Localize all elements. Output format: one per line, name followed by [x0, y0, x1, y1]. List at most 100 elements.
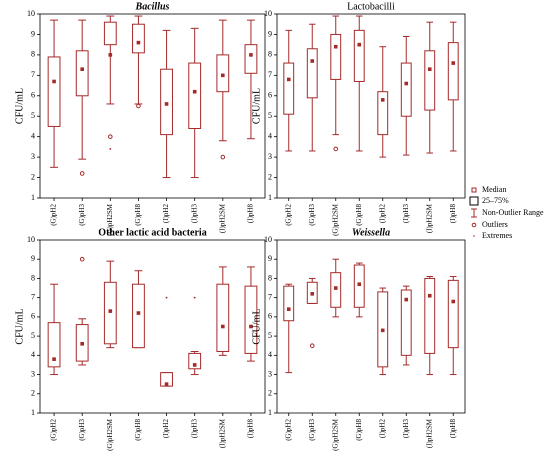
y-tick-label: 4 [268, 350, 272, 359]
extreme [109, 148, 112, 150]
y-tick-label: 6 [31, 91, 35, 100]
box [400, 289, 412, 356]
extreme [193, 296, 196, 299]
median [136, 40, 141, 45]
median [404, 81, 409, 86]
box [283, 62, 295, 115]
x-tick-label: (G)pH8 [134, 204, 142, 226]
median [310, 59, 315, 63]
median [333, 44, 338, 49]
x-tick-label: (I)pH3 [402, 204, 410, 224]
outlier [108, 134, 113, 139]
x-tick-label: (I)pH2 [162, 419, 170, 439]
panel: Lactobacilli CFU/mL 1 2 3 4 5 6 7 8 9 10 (G)pH2 (G)pH… [251, 1, 466, 236]
y-tick-label: 2 [31, 172, 35, 181]
median [80, 342, 84, 346]
box [283, 285, 295, 322]
y-tick-label: 1 [268, 408, 272, 417]
median [136, 311, 141, 315]
y-tick-label: 10 [27, 9, 35, 18]
y-tick-label: 8 [31, 273, 35, 282]
extreme [165, 296, 168, 299]
plot-frame [276, 239, 466, 414]
x-tick-label: (G)pH2SM [331, 203, 339, 236]
x-tick-label: (I)pH2SM [218, 418, 226, 448]
x-tick-label: (G)pH2 [50, 204, 58, 226]
legend-label: Median [482, 185, 506, 194]
x-tick-label: (I)pH8 [449, 419, 457, 439]
box [103, 281, 117, 345]
y-tick-label: 7 [31, 70, 35, 79]
x-tick-label: (G)pH8 [355, 204, 363, 226]
x-tick-label: (G)pH3 [78, 419, 86, 441]
median [380, 328, 385, 333]
box [306, 48, 318, 99]
median [451, 61, 456, 65]
y-tick-label: 5 [31, 111, 35, 120]
panel-title: Other lactic acid bacteria [98, 227, 206, 238]
panel: Other lactic acid bacteria CFU/mL 1 2 3 4 5 6 7 8… [14, 227, 266, 451]
x-tick-label: (I)pH8 [247, 204, 255, 224]
x-tick-label: (I)pH8 [449, 204, 457, 224]
y-tick-label: 5 [268, 331, 272, 340]
y-tick-label: 3 [268, 369, 272, 378]
y-tick-label: 3 [268, 152, 272, 161]
y-tick-label: 6 [31, 312, 35, 321]
y-tick-label: 7 [31, 292, 35, 301]
y-tick-label: 5 [31, 331, 35, 340]
box [447, 42, 459, 101]
y-tick-label: 2 [268, 172, 272, 181]
median [80, 67, 84, 71]
legend-label: Non-Outlier Range [482, 208, 544, 217]
box [188, 352, 202, 370]
y-tick-label: 7 [268, 292, 272, 301]
x-tick-label: (I)pH2SM [218, 203, 226, 233]
median [286, 307, 291, 311]
y-tick-label: 3 [31, 152, 35, 161]
median [333, 286, 338, 290]
median [108, 53, 113, 57]
outlier [220, 154, 226, 160]
y-tick-label: 1 [268, 193, 272, 202]
box [353, 29, 365, 82]
y-tick-label: 8 [31, 50, 35, 59]
outlier [309, 343, 315, 349]
x-tick-label: (I)pH8 [247, 419, 255, 439]
box [330, 272, 342, 308]
legend-extreme-icon [473, 235, 475, 237]
x-tick-label: (G)pH3 [78, 204, 86, 226]
x-tick-label: (I)pH3 [402, 419, 410, 439]
x-tick-label: (I)pH2SM [425, 203, 433, 233]
panel-title: Weissella [352, 227, 390, 238]
x-tick-label: (G)pH2SM [106, 418, 114, 451]
box [47, 56, 61, 127]
legend: Median 25–75% Non-Outlier Range Outliers… [469, 185, 544, 240]
box [132, 23, 145, 54]
x-tick-label: (I)pH3 [190, 204, 198, 224]
panel: Bacillus CFU/mL 1 2 3 4 5 6 7 8 9 10 (G)pH2 (G)pH3 (G)… [14, 1, 266, 236]
y-tick-label: 4 [268, 131, 272, 140]
y-tick-label: 10 [264, 235, 272, 244]
plot-frame [39, 239, 266, 414]
median [52, 79, 56, 84]
y-tick-label: 8 [268, 50, 272, 59]
legend-label: Extremes [482, 231, 512, 240]
outlier [79, 171, 85, 176]
y-tick-label: 4 [31, 350, 35, 359]
box [424, 50, 436, 111]
outlier [79, 256, 85, 262]
median [310, 292, 315, 296]
median [221, 73, 225, 78]
y-tick-label: 10 [27, 235, 35, 244]
box [244, 285, 258, 354]
box [353, 264, 365, 308]
box [160, 372, 173, 387]
panel-title: Lactobacilli [347, 1, 395, 12]
median [164, 102, 169, 106]
median [451, 299, 456, 304]
legend-box-icon [469, 196, 479, 206]
outlier [333, 146, 339, 152]
median [427, 67, 432, 71]
x-tick-label: (I)pH2 [378, 204, 386, 224]
